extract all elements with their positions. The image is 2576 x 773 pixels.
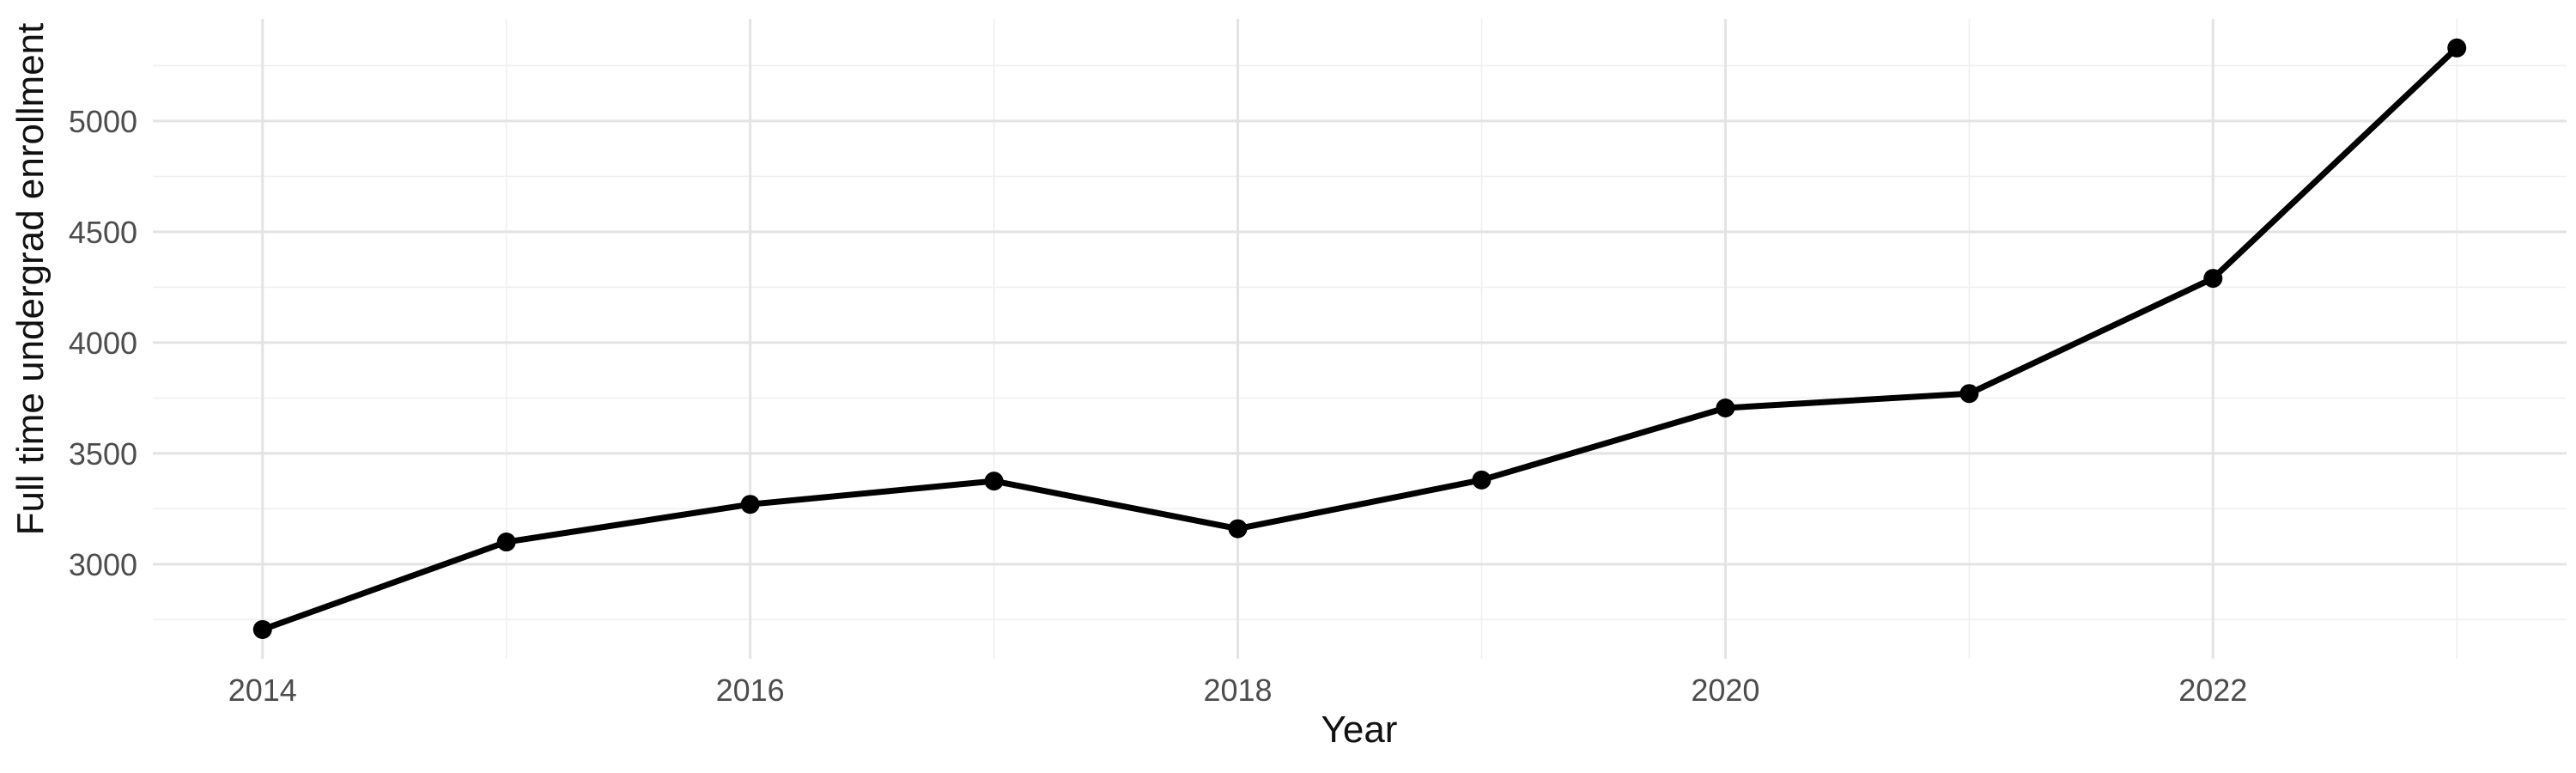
y-axis-tick-labels: 3000 3500 4000 4500 5000	[69, 104, 137, 582]
data-point	[1472, 470, 1492, 490]
data-point	[1959, 384, 1979, 404]
data-point	[2203, 269, 2223, 289]
y-tick-label: 4000	[69, 326, 137, 361]
major-gridlines	[153, 19, 2567, 659]
data-points	[252, 38, 2467, 639]
x-tick-label: 2016	[716, 673, 785, 708]
data-point	[984, 472, 1004, 491]
series-layer	[261, 46, 2459, 633]
data-point	[740, 495, 760, 514]
x-tick-label: 2014	[228, 673, 297, 708]
data-point	[1716, 398, 1735, 417]
y-tick-label: 3000	[69, 547, 137, 582]
y-axis-title: Full time undergrad enrollment	[9, 23, 52, 536]
y-tick-label: 4500	[69, 215, 137, 250]
data-point	[252, 619, 272, 639]
data-point	[2447, 38, 2467, 58]
data-point	[1228, 519, 1248, 539]
data-point	[496, 533, 516, 552]
enrollment-line-series	[261, 46, 2459, 633]
x-tick-label: 2022	[2178, 673, 2247, 708]
y-tick-label: 3500	[69, 436, 137, 472]
x-tick-label: 2020	[1691, 673, 1759, 708]
x-tick-label: 2018	[1203, 673, 1272, 708]
x-axis-title: Year	[1321, 709, 1398, 751]
x-axis-tick-labels: 2014 2016 2018 2020 2022	[228, 673, 2248, 708]
minor-gridlines	[153, 19, 2567, 659]
y-tick-label: 5000	[69, 104, 137, 139]
